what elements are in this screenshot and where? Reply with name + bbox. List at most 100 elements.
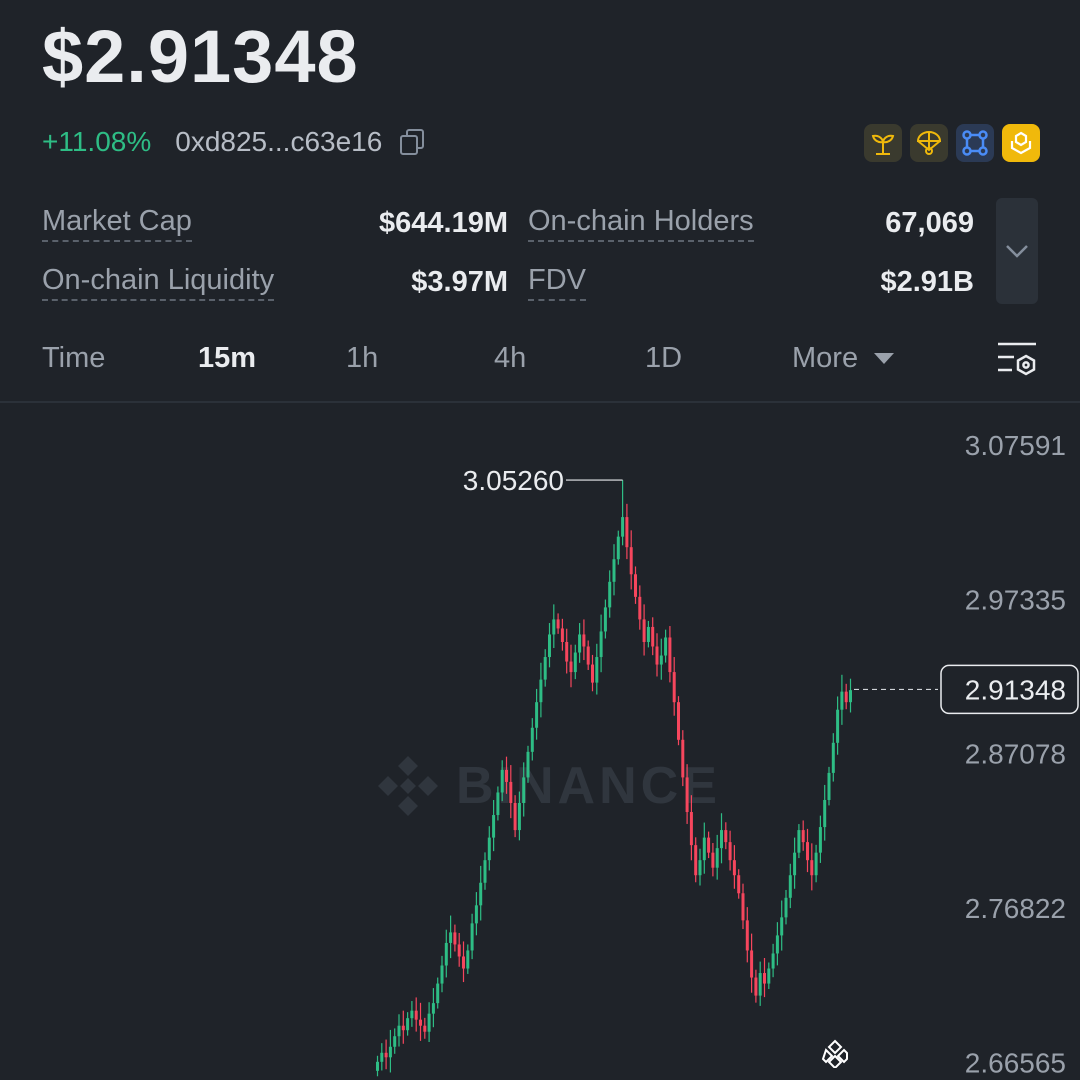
candle-body: [827, 772, 831, 800]
candle-body: [780, 917, 784, 936]
tab-more-label: More: [792, 342, 859, 374]
parachute-icon[interactable]: [910, 124, 948, 162]
image-credit: [820, 1038, 850, 1068]
candle-body: [638, 596, 642, 620]
candle-body: [388, 1046, 392, 1058]
candle-body: [681, 739, 685, 778]
candle-body: [793, 852, 797, 876]
chart-settings-icon[interactable]: [996, 340, 1040, 380]
candle-body: [646, 626, 650, 642]
candle-body: [384, 1052, 388, 1058]
candle-body: [629, 547, 633, 575]
candle-body: [810, 860, 814, 876]
candle-body: [573, 652, 577, 673]
candle-body: [702, 837, 706, 861]
tab-1h[interactable]: 1h: [346, 342, 379, 374]
y-axis-tick-label: 2.87078: [965, 739, 1066, 770]
candle-body: [823, 799, 827, 828]
binance-logo-icon: [378, 756, 438, 816]
network-icon[interactable]: [956, 124, 994, 162]
candle-body: [423, 1025, 427, 1032]
candle-body: [453, 932, 457, 945]
candle-body: [578, 634, 582, 653]
tab-15m[interactable]: 15m: [198, 342, 257, 374]
candle-body: [406, 1018, 410, 1031]
candle-body: [500, 769, 504, 793]
token-price: $2.91348: [42, 15, 359, 98]
candle-body: [530, 727, 534, 752]
candle-body: [427, 1013, 431, 1032]
candle-body: [849, 690, 852, 703]
liquidity-label[interactable]: On-chain Liquidity: [42, 264, 275, 301]
candle-body: [522, 777, 526, 803]
candle-body: [767, 968, 771, 984]
market-cap-label[interactable]: Market Cap: [42, 205, 192, 242]
candle-body: [672, 672, 676, 703]
candle-body: [707, 837, 711, 853]
candle-body: [457, 944, 461, 957]
candle-body: [616, 536, 620, 560]
candle-body: [715, 848, 719, 868]
candle-body: [806, 842, 809, 861]
candle-body: [582, 634, 586, 647]
price-subrow: +11.08% 0xd825...c63e16: [42, 122, 425, 162]
tab-4h[interactable]: 4h: [494, 342, 527, 374]
candle-body: [689, 812, 693, 846]
chevron-down-icon: [1006, 245, 1028, 258]
candle-body: [401, 1025, 405, 1031]
fdv-label[interactable]: FDV: [528, 264, 586, 301]
candle-body: [569, 661, 573, 673]
candle-body: [784, 897, 788, 918]
current-price-box: [940, 664, 1079, 715]
caret-down-icon: [874, 353, 895, 365]
candle-body: [737, 875, 741, 894]
interval-tabs: Time 15m 1h 4h 1D More: [0, 338, 1080, 388]
candle-body: [556, 619, 560, 629]
holders-value: 67,069: [885, 206, 974, 239]
copy-icon[interactable]: [398, 129, 425, 155]
candle-body: [548, 634, 551, 658]
candle-body: [698, 860, 702, 876]
candle-body: [535, 702, 539, 728]
candle-body: [474, 905, 478, 924]
candle-body: [397, 1025, 401, 1037]
candle-body: [492, 815, 496, 838]
candle-body: [797, 830, 801, 853]
bnb-icon[interactable]: [1002, 124, 1040, 162]
candle-body: [659, 655, 663, 665]
candle-body: [625, 517, 629, 548]
candle-body: [634, 574, 637, 597]
candle-body: [814, 852, 818, 876]
price-chart[interactable]: 3.07591 2.97335 2.87078 2.76822 2.66565 3.052…: [0, 403, 1080, 1080]
candle-body: [444, 942, 448, 966]
liquidity-value: $3.97M: [411, 265, 508, 298]
binance-watermark: BINANCE: [376, 754, 721, 818]
watermark-text: BINANCE: [456, 757, 721, 815]
candle-body: [393, 1036, 397, 1047]
candle-body: [651, 626, 655, 647]
tab-time[interactable]: Time: [42, 342, 106, 374]
candle-body: [380, 1052, 384, 1062]
expand-stats-button[interactable]: [996, 198, 1038, 304]
current-price-label: 2.91348: [965, 674, 1066, 705]
binance-square-icon: [821, 1039, 848, 1068]
holders-label[interactable]: On-chain Holders: [528, 205, 754, 242]
tab-more[interactable]: More: [792, 342, 895, 375]
candle-body: [487, 837, 491, 861]
chart-divider: [0, 401, 1080, 403]
candle-body: [526, 751, 530, 778]
y-axis-tick-label: 2.76822: [965, 893, 1066, 924]
price-change: +11.08%: [42, 126, 152, 157]
chain-badges: [864, 124, 1040, 162]
sprout-icon[interactable]: [864, 124, 902, 162]
contract-address[interactable]: 0xd825...c63e16: [175, 126, 383, 157]
y-axis-tick-label: 3.07591: [965, 430, 1066, 461]
y-axis-tick-label: 2.97335: [965, 584, 1066, 615]
candle-body: [694, 845, 698, 876]
candle-body: [677, 702, 680, 740]
candle-body: [711, 852, 715, 868]
candle-body: [728, 842, 732, 861]
candle-body: [771, 953, 775, 969]
tab-1d[interactable]: 1D: [645, 342, 683, 374]
candle-body: [539, 679, 543, 703]
